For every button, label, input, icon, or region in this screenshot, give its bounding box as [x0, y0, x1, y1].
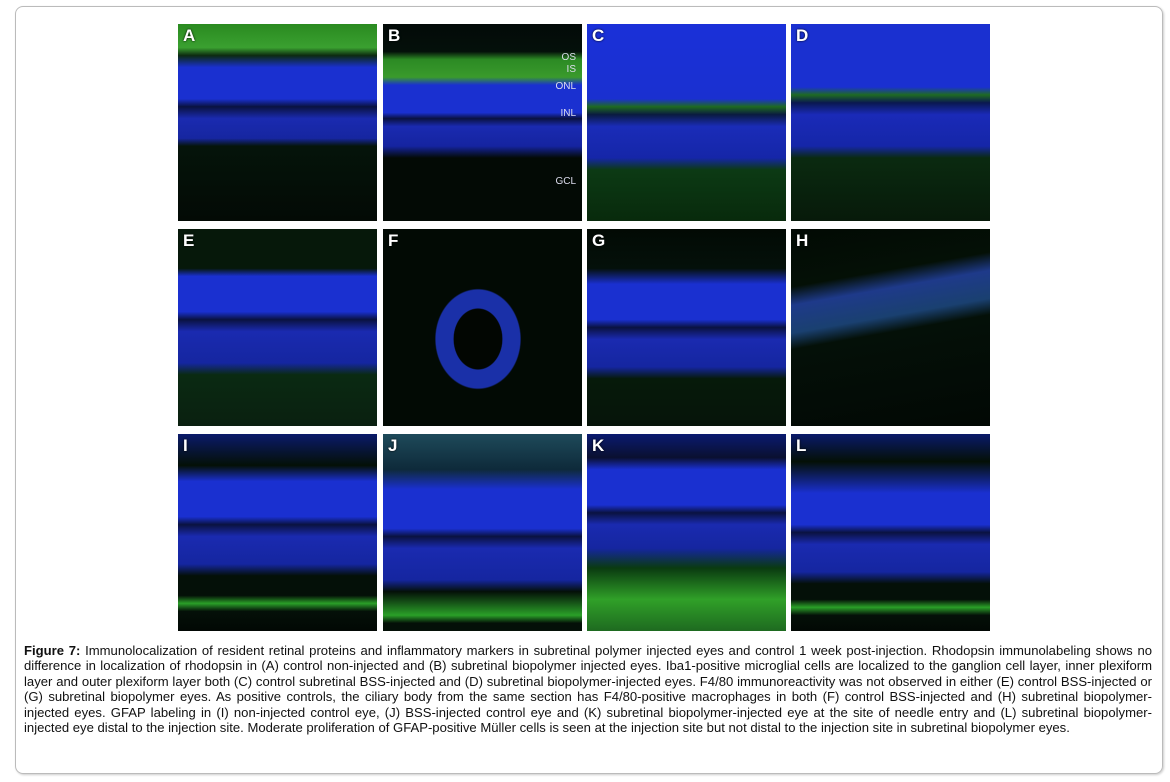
- panel-label: F: [388, 231, 399, 250]
- panel-a: A: [178, 24, 377, 221]
- caption-text: Immunolocalization of resident retinal p…: [24, 643, 1153, 736]
- panel-label: H: [796, 231, 809, 250]
- panel-d: D: [791, 24, 990, 221]
- panel-j: J: [383, 434, 582, 631]
- panel-label: J: [388, 436, 398, 455]
- caption-figure-number: Figure 7:: [24, 643, 81, 658]
- panel-label: K: [592, 436, 605, 455]
- layer-label-inl: INL: [560, 108, 576, 119]
- panel-label: A: [183, 26, 196, 45]
- panel-label: C: [592, 26, 605, 45]
- panel-k: K: [587, 434, 786, 631]
- panel-e: E: [178, 229, 377, 426]
- panel-g: G: [587, 229, 786, 426]
- layer-label-onl: ONL: [555, 81, 576, 92]
- panel-label: B: [388, 26, 401, 45]
- panel-label: G: [592, 231, 606, 250]
- panel-label: I: [183, 436, 188, 455]
- panel-f: F: [383, 229, 582, 426]
- panel-label: L: [796, 436, 807, 455]
- panel-label: E: [183, 231, 195, 250]
- figure-panel-grid: A B OS IS ONL INL GCL C D E F G H I J K …: [178, 24, 990, 633]
- panel-label: D: [796, 26, 809, 45]
- layer-label-is: IS: [566, 64, 576, 75]
- panel-b: B OS IS ONL INL GCL: [383, 24, 582, 221]
- layer-label-gcl: GCL: [555, 176, 576, 187]
- layer-label-os: OS: [561, 52, 576, 63]
- figure-caption: Figure 7: Immunolocalization of resident…: [24, 643, 1152, 735]
- panel-l: L: [791, 434, 990, 631]
- panel-h: H: [791, 229, 990, 426]
- panel-c: C: [587, 24, 786, 221]
- panel-i: I: [178, 434, 377, 631]
- figure-frame: [15, 6, 1163, 774]
